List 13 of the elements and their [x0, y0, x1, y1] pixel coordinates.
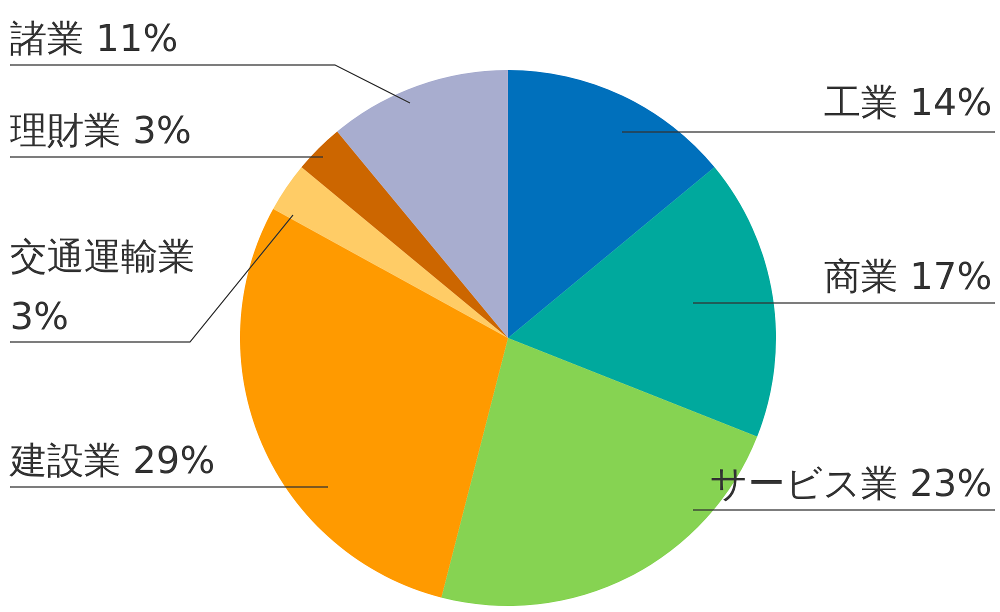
pie-slice: [508, 70, 714, 338]
data-label: 3%: [10, 295, 69, 338]
pie-slice: [273, 167, 508, 338]
slice-label: 商業 17%: [824, 255, 992, 298]
slice-label: 工業 14%: [824, 81, 992, 124]
pie-slice: [508, 167, 776, 437]
pie-slice: [302, 132, 508, 338]
pie-slice: [240, 208, 508, 598]
slice-label: 諸業 11%: [10, 17, 178, 60]
pie-slice: [337, 70, 508, 338]
slice-label: 建設業 29%: [9, 439, 215, 482]
slice-label: 理財業 3%: [10, 109, 192, 152]
slice-label: 交通運輸業: [10, 235, 195, 278]
